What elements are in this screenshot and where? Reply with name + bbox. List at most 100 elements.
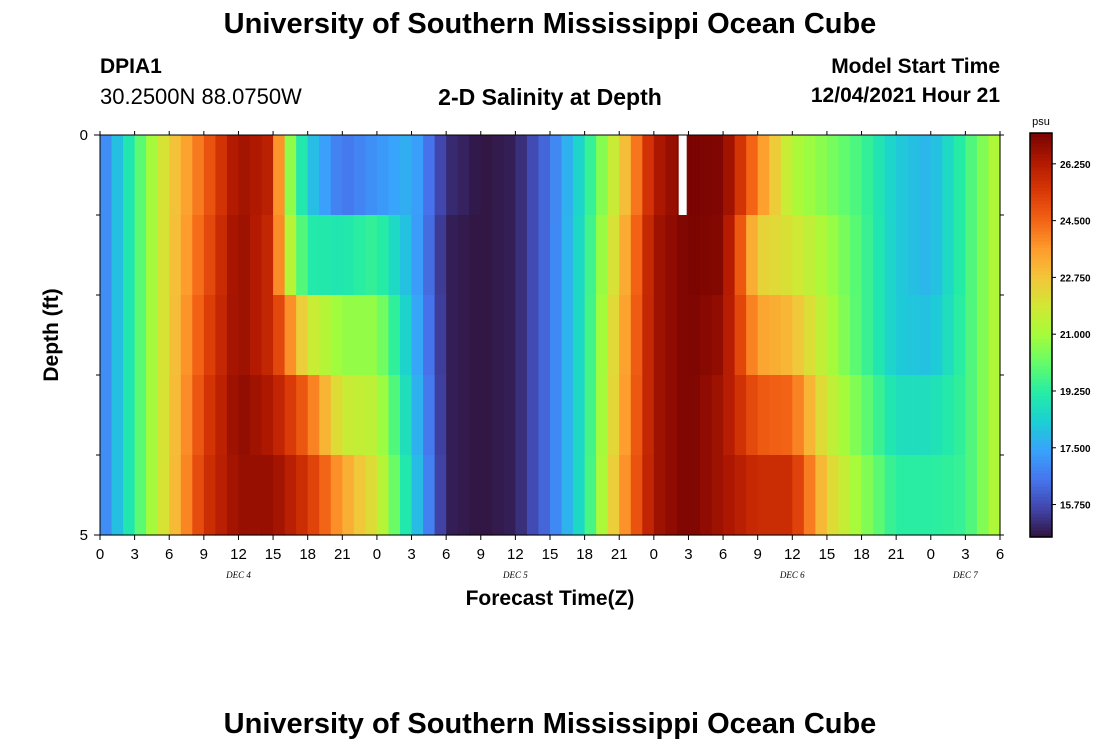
heatmap-cell bbox=[423, 455, 436, 536]
heatmap-cell bbox=[492, 215, 505, 296]
colorbar-swatch bbox=[1030, 287, 1052, 292]
heatmap-cell bbox=[342, 215, 355, 296]
heatmap-cell bbox=[180, 455, 193, 536]
heatmap-cell bbox=[630, 215, 643, 296]
heatmap-cell bbox=[953, 135, 966, 216]
colorbar-swatch bbox=[1030, 409, 1052, 414]
heatmap-cell bbox=[930, 375, 943, 456]
colorbar-swatch bbox=[1030, 240, 1052, 245]
heatmap-cell bbox=[480, 455, 493, 536]
heatmap-cell bbox=[630, 135, 643, 216]
colorbar-swatch bbox=[1030, 308, 1052, 313]
colorbar-swatch bbox=[1030, 476, 1052, 481]
heatmap-cell bbox=[619, 215, 632, 296]
heatmap-cell bbox=[480, 215, 493, 296]
x-day-label: DEC 6 bbox=[779, 570, 805, 580]
colorbar-swatch bbox=[1030, 503, 1052, 508]
heatmap-cell bbox=[930, 455, 943, 536]
colorbar-swatch bbox=[1030, 516, 1052, 521]
heatmap-cell bbox=[388, 295, 401, 376]
heatmap-cell bbox=[526, 375, 540, 456]
colorbar-swatch bbox=[1030, 419, 1052, 424]
heatmap-cell bbox=[296, 295, 309, 376]
heatmap-cell bbox=[388, 375, 401, 456]
colorbar-swatch bbox=[1030, 324, 1052, 329]
heatmap-cell bbox=[503, 215, 516, 296]
heatmap-cell bbox=[930, 135, 943, 216]
colorbar-swatch bbox=[1030, 136, 1052, 141]
heatmap-cell bbox=[365, 215, 378, 296]
heatmap-cell bbox=[538, 295, 551, 376]
heatmap-cell bbox=[584, 215, 597, 296]
heatmap-cell bbox=[365, 375, 378, 456]
heatmap-cell bbox=[273, 375, 286, 456]
heatmap-cell bbox=[665, 295, 678, 376]
heatmap-cell bbox=[400, 215, 413, 296]
heatmap-cell bbox=[203, 215, 216, 296]
heatmap-cell bbox=[976, 375, 990, 456]
heatmap-cell bbox=[561, 215, 574, 296]
colorbar-swatch bbox=[1030, 321, 1052, 326]
colorbar-swatch bbox=[1030, 385, 1052, 390]
colorbar-swatch bbox=[1030, 311, 1052, 316]
y-axis-label: Depth (ft) bbox=[40, 288, 63, 381]
colorbar-swatch bbox=[1030, 186, 1052, 191]
heatmap-cell bbox=[192, 455, 205, 536]
colorbar-swatch bbox=[1030, 378, 1052, 383]
heatmap-cell bbox=[584, 295, 597, 376]
colorbar-swatch bbox=[1030, 496, 1052, 501]
colorbar-swatch bbox=[1030, 314, 1052, 319]
x-tick-label: 18 bbox=[853, 546, 870, 563]
colorbar-swatch bbox=[1030, 358, 1052, 363]
chart-title: University of Southern Mississippi Ocean… bbox=[223, 8, 877, 40]
colorbar-swatch bbox=[1030, 341, 1052, 346]
colorbar-tick-label: 22.750 bbox=[1060, 273, 1091, 284]
heatmap-cells bbox=[100, 135, 1001, 536]
heatmap-cell bbox=[873, 375, 886, 456]
heatmap-cell bbox=[896, 215, 909, 296]
heatmap-cell bbox=[284, 455, 297, 536]
heatmap-cell bbox=[838, 295, 851, 376]
heatmap-cell bbox=[630, 375, 643, 456]
heatmap-cell bbox=[884, 135, 897, 216]
heatmap-cell bbox=[907, 215, 920, 296]
heatmap-cell bbox=[850, 135, 863, 216]
heatmap-cell bbox=[676, 375, 690, 456]
heatmap-cell bbox=[792, 135, 805, 216]
heatmap-cell bbox=[515, 375, 528, 456]
heatmap-cell bbox=[700, 215, 713, 296]
colorbar-swatch bbox=[1030, 294, 1052, 299]
x-tick-label: 15 bbox=[819, 546, 836, 563]
heatmap-cell bbox=[434, 375, 447, 456]
heatmap-cell bbox=[861, 135, 874, 216]
heatmap-cell bbox=[480, 295, 493, 376]
colorbar-swatch bbox=[1030, 446, 1052, 451]
colorbar-swatch bbox=[1030, 473, 1052, 477]
heatmap-cell bbox=[342, 295, 355, 376]
colorbar-swatch bbox=[1030, 415, 1052, 420]
heatmap-cell bbox=[746, 215, 759, 296]
heatmap-cell bbox=[353, 455, 366, 536]
colorbar-swatch bbox=[1030, 368, 1052, 373]
heatmap-cell bbox=[457, 135, 470, 216]
heatmap-cell bbox=[100, 455, 113, 536]
heatmap-cell bbox=[215, 455, 228, 536]
heatmap-cell bbox=[284, 295, 297, 376]
colorbar-swatch bbox=[1030, 372, 1052, 376]
colorbar-swatch bbox=[1030, 526, 1052, 531]
heatmap-cell bbox=[619, 295, 632, 376]
heatmap-cell bbox=[365, 295, 378, 376]
heatmap-cell bbox=[411, 375, 424, 456]
heatmap-cell bbox=[884, 455, 897, 536]
missing-data-gap bbox=[678, 135, 687, 215]
heatmap-cell bbox=[976, 215, 990, 296]
heatmap-cell bbox=[607, 295, 620, 376]
heatmap-cell bbox=[976, 455, 990, 536]
heatmap-cell bbox=[180, 215, 193, 296]
heatmap-cell bbox=[492, 375, 505, 456]
heatmap-cell bbox=[711, 455, 724, 536]
heatmap-cell bbox=[123, 295, 136, 376]
heatmap-cell bbox=[423, 135, 436, 216]
heatmap-cell bbox=[665, 455, 678, 536]
heatmap-cell bbox=[353, 215, 366, 296]
